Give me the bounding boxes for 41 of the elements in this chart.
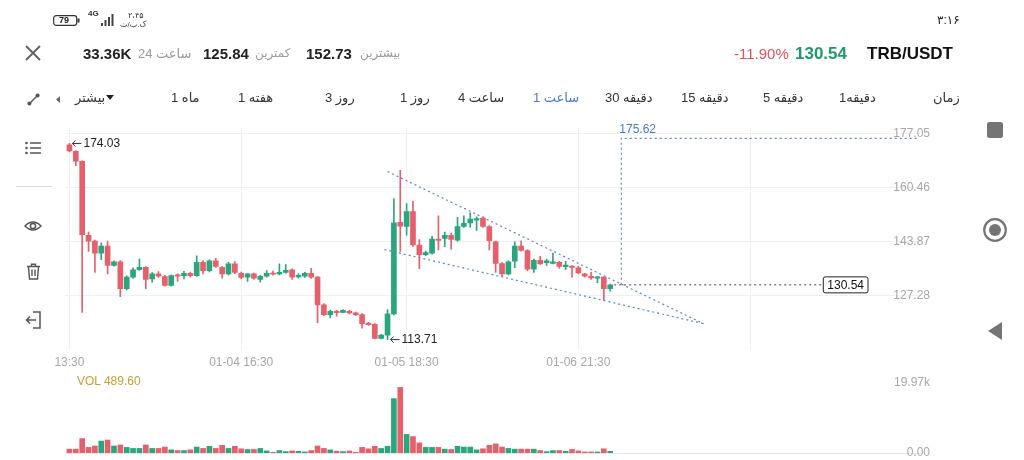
x-tick-label: 01-04 16:30 [209,355,274,370]
x-tick-label: 13:30 [54,355,85,370]
text: 24 ساعت [138,45,192,61]
text: بیشتر [75,89,106,105]
y-tick-label: 177.05 [893,125,931,140]
y-tick-label: 0.00 [906,445,931,460]
text: 1 ساعت [533,89,580,105]
text: ۳:۱۶ [937,13,960,27]
text: 3 روز [325,89,355,105]
ref-line-label: 130.54 [827,277,865,292]
y-tick-label: 160.46 [893,179,931,194]
text: ۲،۴۵ [128,10,144,20]
text: 1 روز [400,89,430,105]
text: ک.ب/ث [120,19,147,29]
text: 30 دقیقه [605,89,653,105]
text: زمان [933,89,960,105]
text: کمترین [255,46,291,60]
x-tick-label: 01-06 21:30 [546,355,611,370]
text: 1دقیقه [839,89,876,105]
text: 4G [88,9,99,18]
chart-title: TRB/USDT [867,43,953,63]
y-tick-label: 127.28 [893,287,931,302]
annotation: 175.62 [619,121,657,136]
chart-title: VOL 489.60 [77,374,141,388]
annotation: 174.03 [83,135,121,150]
text: 4 ساعت [458,89,505,105]
y-tick-label: 19.97k [893,375,931,390]
text: 1 هفته [238,89,274,105]
text: 125.84 [203,44,249,62]
text: 1 ماه [171,89,200,105]
text: 130.54 [795,43,847,63]
text: بیشترین [360,46,401,60]
x-tick-label: 01-05 18:30 [374,355,439,370]
annotation: 113.71 [401,331,438,346]
text: 152.73 [306,44,352,62]
text: 33.36K [83,44,132,62]
text: 5 دقیقه [763,89,804,105]
text: 15 دقیقه [681,89,729,105]
text: 79 [59,15,70,25]
text: -11.90% [734,44,789,62]
y-tick-label: 143.87 [893,233,931,248]
